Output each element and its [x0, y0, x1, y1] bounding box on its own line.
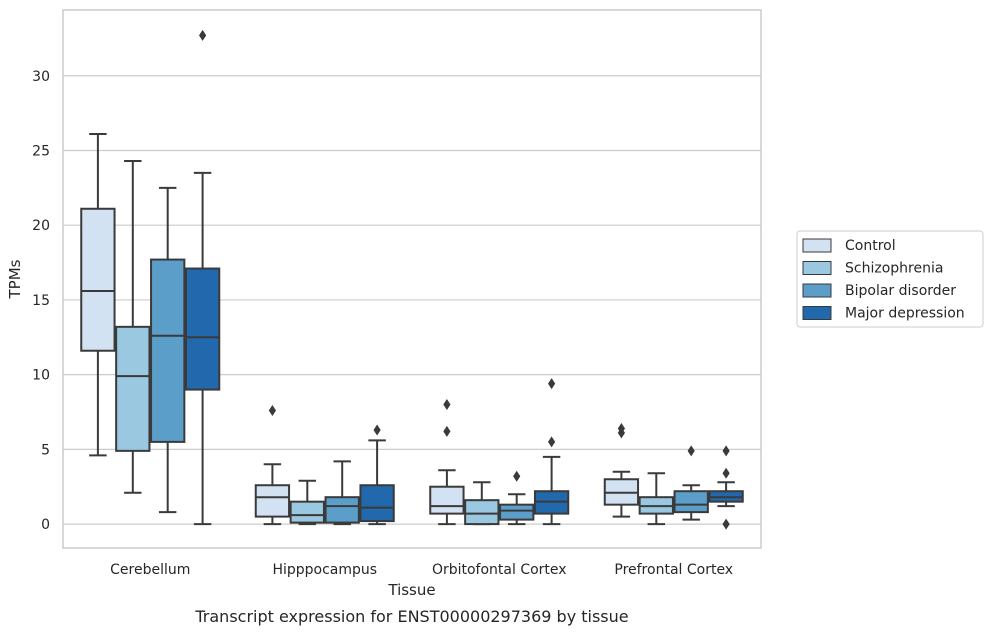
y-tick-label: 30 [32, 69, 50, 85]
box-schizophrenia [289, 479, 325, 526]
box-major-depression [359, 424, 395, 526]
x-axis-ticks: Cerebellum Hipppocampus Orbitofontal Corte… [110, 562, 733, 578]
box-bipolar-disorder [324, 460, 360, 526]
x-tick-label: Orbitofontal Cortex [432, 562, 567, 578]
box-schizophrenia [115, 159, 151, 494]
legend-swatch [802, 238, 832, 253]
box-bipolar-disorder [499, 470, 535, 526]
box-bipolar-disorder [673, 445, 709, 521]
box-iqr [499, 503, 535, 521]
legend-label: Control [845, 238, 896, 254]
outlier-marker [199, 29, 207, 41]
x-tick-label: Cerebellum [110, 562, 190, 578]
legend-label: Major depression [845, 306, 965, 322]
outlier-marker [722, 445, 730, 457]
box-major-depression [184, 29, 221, 526]
legend-swatch [802, 306, 832, 320]
box-iqr [115, 325, 151, 452]
outlier-marker [268, 405, 276, 417]
y-axis-ticks: 0 5 10 15 20 25 30 [32, 69, 50, 533]
y-tick-label: 0 [41, 517, 50, 533]
box-iqr [254, 484, 291, 518]
plot-area-frame [62, 9, 762, 549]
box-iqr [150, 258, 186, 443]
y-tick-label: 25 [32, 143, 50, 159]
legend: Control Schizophrenia Bipolar disorder Majo… [796, 230, 984, 328]
box-iqr [184, 267, 221, 391]
box-control [254, 405, 291, 526]
x-tick-label: Prefrontal Cortex [614, 562, 733, 578]
outlier-marker [722, 518, 730, 530]
legend-frame [796, 230, 984, 328]
x-tick-label: Hipppocampus [272, 562, 377, 578]
x-axis-label: Tissue [387, 581, 435, 599]
outlier-marker [548, 436, 556, 448]
y-tick-label: 20 [32, 218, 50, 234]
box-iqr [464, 499, 500, 526]
box-iqr [324, 496, 360, 524]
box-bipolar-disorder [150, 186, 186, 514]
outlier-marker [443, 399, 451, 411]
boxes-layer [80, 29, 744, 530]
outlier-marker [687, 445, 695, 457]
outlier-marker [513, 470, 521, 482]
y-tick-label: 10 [32, 368, 50, 384]
legend-label: Bipolar disorder [845, 283, 956, 299]
box-iqr [289, 500, 325, 524]
y-axis-label: TPMs [6, 259, 24, 299]
legend-swatch [802, 283, 832, 298]
box-iqr [673, 490, 709, 514]
box-major-depression [708, 445, 744, 530]
box-schizophrenia [638, 472, 674, 526]
legend-swatch [802, 261, 832, 275]
outlier-marker [443, 425, 451, 437]
box-schizophrenia [464, 481, 500, 526]
box-iqr [80, 207, 116, 352]
y-tick-label: 5 [41, 442, 50, 458]
y-tick-label: 15 [32, 293, 50, 309]
outlier-marker [548, 378, 556, 390]
box-control [80, 133, 116, 457]
box-iqr [429, 485, 465, 515]
legend-label: Schizophrenia [845, 261, 943, 277]
box-control [429, 399, 465, 526]
outlier-marker [722, 467, 730, 479]
outlier-marker [617, 422, 625, 434]
box-major-depression [533, 378, 570, 526]
chart-caption: Transcript expression for ENST0000029736… [194, 607, 628, 626]
box-control [603, 422, 640, 518]
outlier-marker [373, 424, 381, 436]
box-iqr [359, 484, 395, 523]
